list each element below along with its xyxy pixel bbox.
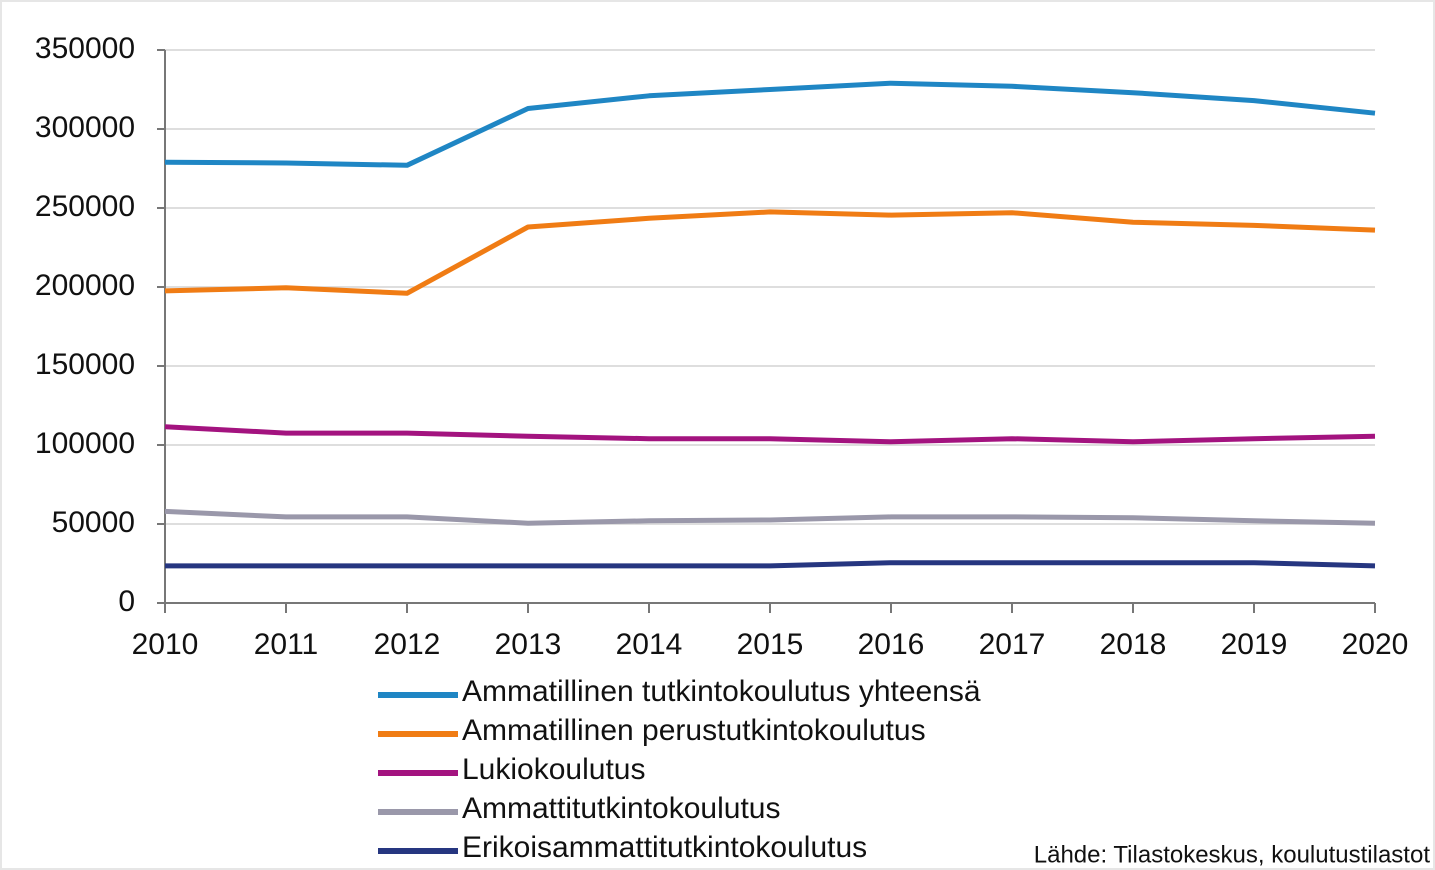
y-tick-label: 100000 bbox=[35, 427, 135, 460]
legend-label: Erikoisammattitutkintokoulutus bbox=[462, 831, 867, 864]
y-tick-label: 50000 bbox=[52, 506, 135, 539]
x-tick-label: 2018 bbox=[1100, 628, 1167, 661]
series-line bbox=[165, 560, 1376, 569]
x-tick-label: 2019 bbox=[1221, 628, 1288, 661]
legend-label: Ammatillinen perustutkintokoulutus bbox=[462, 714, 926, 747]
source-note: Lähde: Tilastokeskus, koulutustilastot bbox=[1034, 841, 1431, 868]
y-tick-label: 200000 bbox=[35, 269, 135, 302]
y-tick-label: 250000 bbox=[35, 190, 135, 223]
series-line bbox=[164, 424, 1376, 445]
legend-label: Lukiokoulutus bbox=[462, 753, 645, 786]
y-tick-label: 350000 bbox=[35, 32, 135, 65]
series-line bbox=[164, 209, 1376, 296]
x-tick-label: 2014 bbox=[616, 628, 683, 661]
x-tick-label: 2012 bbox=[374, 628, 441, 661]
x-tick-label: 2010 bbox=[132, 628, 199, 661]
x-tick-label: 2013 bbox=[495, 628, 562, 661]
series-line bbox=[164, 80, 1376, 168]
y-tick-label: 0 bbox=[118, 585, 135, 618]
legend-label: Ammattitutkintokoulutus bbox=[462, 792, 780, 825]
y-tick-label: 300000 bbox=[35, 111, 135, 144]
x-tick-label: 2016 bbox=[858, 628, 925, 661]
series-line bbox=[164, 508, 1376, 526]
legend-label: Ammatillinen tutkintokoulutus yhteensä bbox=[462, 675, 981, 708]
x-tick-label: 2017 bbox=[979, 628, 1046, 661]
x-tick-label: 2015 bbox=[737, 628, 804, 661]
x-tick-label: 2011 bbox=[254, 628, 319, 661]
y-tick-label: 150000 bbox=[35, 348, 135, 381]
x-tick-label: 2020 bbox=[1342, 628, 1409, 661]
